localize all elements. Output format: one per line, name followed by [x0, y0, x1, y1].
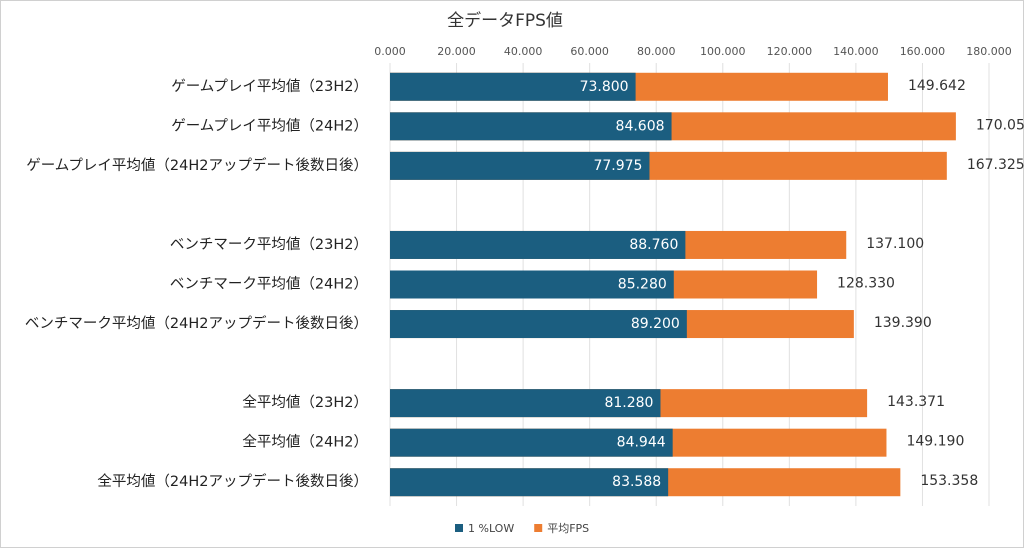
bar [390, 428, 673, 457]
data-label: 77.975 [593, 158, 642, 174]
category-label: ゲームプレイ平均値（24H2） [171, 117, 368, 134]
x-tick-label: 100.000 [700, 45, 746, 58]
x-tick-label: 120.000 [767, 45, 813, 58]
data-label: 85.280 [618, 277, 667, 293]
bar [390, 112, 672, 141]
bar [390, 151, 650, 180]
x-tick-label: 40.000 [504, 45, 543, 58]
data-label: 167.325 [967, 157, 1024, 173]
data-label: 149.642 [908, 78, 966, 94]
category-label: ゲームプレイ平均値（24H2アップデート後数日後） [26, 156, 368, 174]
data-label: 153.358 [920, 473, 978, 489]
category-label: 全平均値（23H2） [242, 393, 368, 411]
x-tick-label: 0.000 [374, 45, 406, 58]
legend-label: 平均FPS [547, 522, 589, 535]
data-label: 84.608 [616, 118, 665, 134]
legend-swatch [455, 524, 463, 532]
legend-label: 1 %LOW [468, 522, 514, 535]
data-label: 84.944 [617, 435, 666, 451]
bar [390, 468, 669, 497]
data-label: 170.050 [976, 117, 1024, 133]
bar [390, 270, 674, 299]
x-tick-label: 140.000 [833, 45, 879, 58]
category-label: 全平均値（24H2アップデート後数日後） [97, 472, 368, 490]
data-label: 149.190 [906, 434, 964, 450]
data-label: 143.371 [887, 394, 945, 410]
data-label: 81.280 [604, 395, 653, 411]
bar [390, 230, 686, 259]
bar [390, 72, 636, 101]
bar [390, 310, 687, 339]
data-label: 88.760 [629, 237, 678, 253]
x-tick-label: 20.000 [437, 45, 476, 58]
data-label: 83.588 [612, 474, 661, 490]
data-label: 128.330 [837, 276, 895, 292]
bar [390, 389, 661, 418]
legend-swatch [534, 524, 543, 532]
x-tick-label: 180.000 [966, 45, 1012, 58]
category-label: 全平均値（24H2） [242, 433, 368, 451]
x-tick-label: 60.000 [570, 45, 609, 58]
category-label: ベンチマーク平均値（24H2アップデート後数日後） [25, 314, 368, 332]
data-label: 89.200 [631, 316, 680, 332]
data-label: 73.800 [580, 79, 629, 95]
x-tick-label: 80.000 [637, 45, 676, 58]
data-label: 137.100 [866, 236, 924, 252]
data-label: 139.390 [874, 315, 932, 331]
x-tick-label: 160.000 [900, 45, 946, 58]
category-label: ベンチマーク平均値（24H2） [170, 276, 368, 293]
category-label: ベンチマーク平均値（23H2） [170, 236, 368, 253]
chart-title: 全データFPS値 [447, 10, 563, 31]
category-label: ゲームプレイ平均値（23H2） [171, 78, 368, 95]
